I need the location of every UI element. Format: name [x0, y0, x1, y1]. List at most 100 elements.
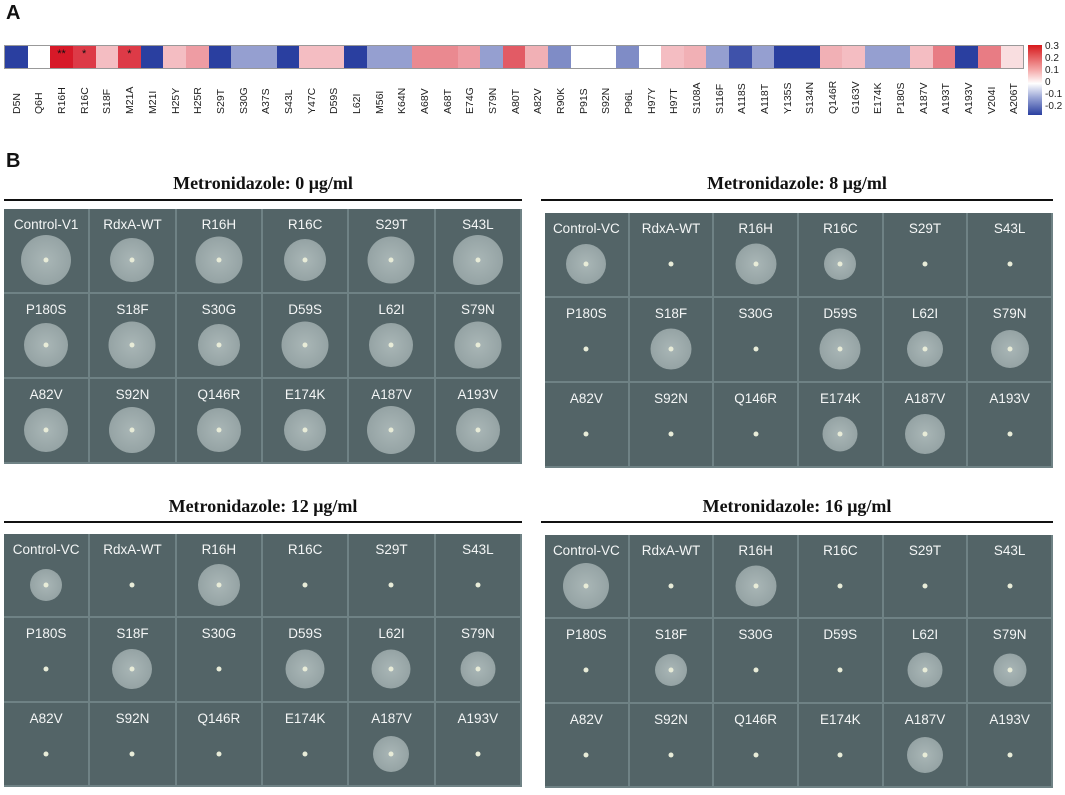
plate-well: L62I	[883, 298, 969, 383]
plate-well: R16C	[263, 534, 350, 619]
mutation-label: L62I	[350, 93, 363, 114]
heatmap-cell	[638, 46, 662, 68]
inoculation-spot	[129, 342, 135, 348]
plate-well: E174K	[798, 703, 884, 788]
mutation-label: H25R	[192, 87, 205, 114]
plate-well: R16H	[176, 209, 263, 294]
strain-label: Q146R	[197, 710, 241, 726]
heatmap-cell	[1000, 46, 1024, 68]
strain-label: S30G	[738, 627, 773, 643]
inoculation-spot	[43, 582, 49, 588]
inoculation-spot	[753, 261, 759, 267]
mutation-label: S43L	[282, 89, 295, 114]
strain-label: RdxA-WT	[641, 221, 701, 236]
strain-label: S30G	[201, 626, 237, 642]
inoculation-spot	[1007, 667, 1013, 673]
plate-well: D59S	[798, 298, 884, 383]
strain-label: S29T	[908, 221, 942, 236]
title-rule	[4, 521, 522, 523]
strain-label: S29T	[908, 543, 942, 558]
strain-label: S18F	[654, 306, 688, 321]
inoculation-spot	[753, 583, 759, 589]
inoculation-spot	[922, 261, 928, 267]
colorbar-tick: -0.2	[1045, 101, 1063, 112]
heatmap-cell	[548, 46, 571, 68]
heatmap-cell: **	[50, 46, 73, 68]
inoculation-spot	[837, 261, 843, 267]
strain-label: S43L	[993, 543, 1026, 558]
colorbar-tick: -0.1	[1045, 89, 1063, 100]
inoculation-spot	[43, 427, 49, 433]
plate-well: A82V	[545, 703, 630, 788]
strain-label: Q146R	[734, 391, 778, 406]
panel-a-label: A	[6, 2, 21, 24]
heatmap-cell	[955, 46, 978, 68]
strain-label: R16H	[201, 542, 237, 557]
heatmap-cell	[615, 46, 639, 68]
inoculation-spot	[475, 751, 481, 757]
plate-well: Q146R	[714, 383, 799, 468]
inoculation-spot	[837, 667, 843, 673]
strain-label: L62I	[911, 306, 939, 321]
plate-well: S29T	[349, 209, 436, 294]
plate-well: Control-V1	[4, 209, 91, 294]
mutation-label: M21I	[146, 90, 159, 114]
heatmap-mutation-labels: D5N Q6H R16H R16C S18F M21A M21I H25Y H25R S29T S3…	[4, 74, 1024, 116]
plate-well: Control-VC	[545, 535, 630, 620]
strain-label: S43L	[462, 542, 494, 557]
inoculation-spot	[753, 752, 759, 758]
inoculation-spot	[388, 342, 394, 348]
strain-label: R16H	[738, 543, 773, 558]
strain-label: RdxA-WT	[103, 542, 162, 557]
inoculation-spot	[1007, 261, 1013, 267]
strain-label: L62I	[378, 302, 405, 317]
plate-well: A82V	[545, 383, 630, 468]
inoculation-spot	[668, 667, 674, 673]
strain-label: Q146R	[197, 387, 241, 402]
inoculation-spot	[388, 666, 394, 672]
strain-label: E174K	[284, 387, 326, 402]
inoculation-spot	[216, 257, 222, 263]
plate-well: A187V	[883, 703, 969, 788]
mutation-label: V204I	[985, 86, 998, 114]
colorbar-tick: 0	[1045, 77, 1051, 88]
agar-plate: Control-VC RdxA-WT R16H R16C S29T S43L P180S S1…	[4, 534, 522, 787]
mutation-label: S134N	[804, 81, 817, 114]
mutation-label: E74G	[464, 87, 477, 114]
mutation-label: S92N	[600, 87, 613, 114]
agar-plate: Control-VC RdxA-WT R16H R16C S29T S43L P180S S1…	[545, 213, 1053, 468]
inoculation-spot	[583, 261, 589, 267]
plate-well: RdxA-WT	[629, 213, 715, 298]
inoculation-spot	[216, 427, 222, 433]
strain-label: E174K	[820, 391, 861, 406]
inoculation-spot	[668, 346, 674, 352]
plate-well: E174K	[263, 702, 350, 787]
plate-well: Q146R	[176, 702, 263, 787]
strain-label: RdxA-WT	[103, 217, 162, 232]
strain-label: A187V	[904, 391, 946, 406]
inoculation-spot	[922, 583, 928, 589]
plate-well: D59S	[263, 294, 350, 379]
plate-well: A193V	[435, 379, 522, 464]
plate-well: D59S	[798, 619, 884, 704]
strain-label: A187V	[904, 711, 946, 727]
strain-label: S43L	[462, 217, 494, 232]
strain-label: A82V	[569, 711, 603, 727]
plate-well: R16H	[714, 213, 799, 298]
inoculation-spot	[837, 346, 843, 352]
strain-label: D59S	[288, 626, 323, 642]
plate-well: S92N	[629, 703, 715, 788]
mutation-label: A193T	[940, 83, 953, 114]
strain-label: R16C	[287, 217, 323, 232]
strain-label: S92N	[115, 387, 150, 402]
inoculation-spot	[583, 667, 589, 673]
inoculation-spot	[388, 582, 394, 588]
plate-well: A82V	[4, 702, 91, 787]
strain-label: S79N	[992, 627, 1027, 643]
plate-title: Metronidazole: 12 μg/ml	[168, 496, 358, 516]
plate-well: P180S	[545, 619, 630, 704]
mutation-label: H25Y	[169, 87, 182, 114]
mutation-label: A187V	[917, 82, 930, 114]
heatmap-cell	[253, 46, 277, 68]
inoculation-spot	[43, 751, 49, 757]
